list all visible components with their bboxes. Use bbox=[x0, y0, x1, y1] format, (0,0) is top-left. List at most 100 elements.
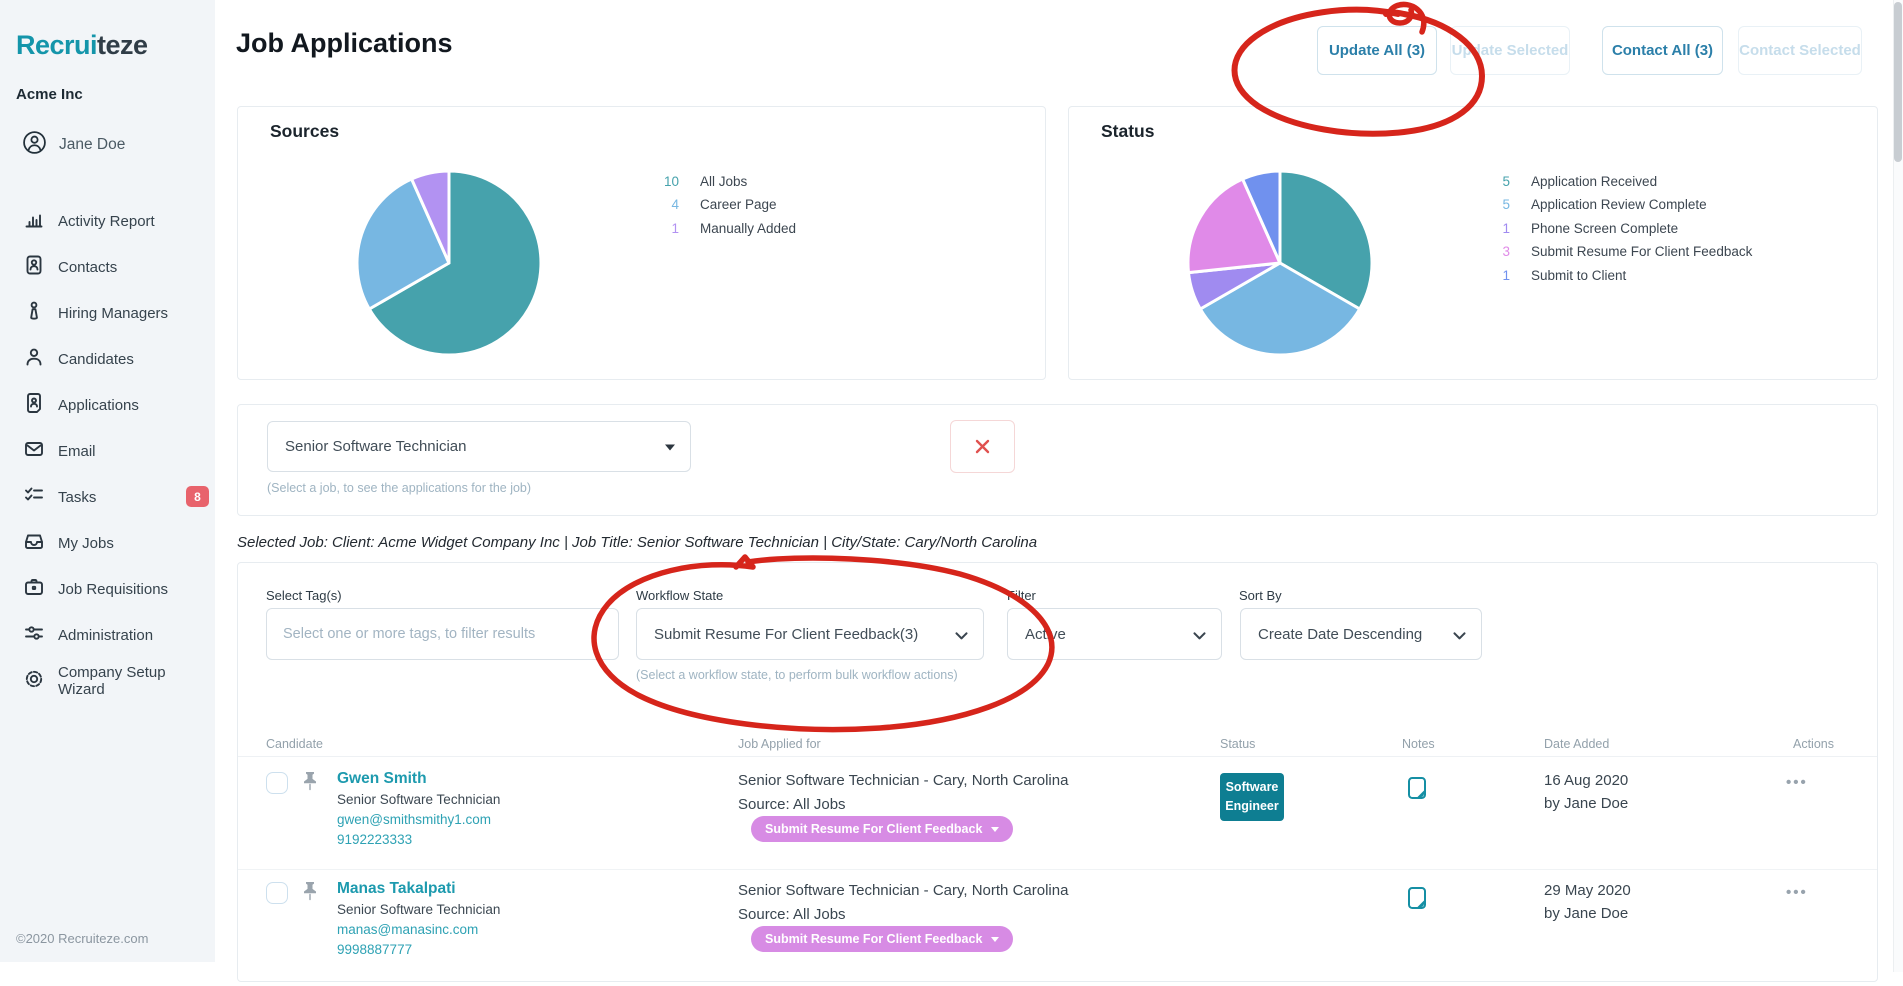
chevron-down-icon bbox=[1193, 627, 1206, 644]
tags-input[interactable]: Select one or more tags, to filter resul… bbox=[266, 608, 619, 660]
job-source: Source: All Jobs bbox=[738, 906, 846, 923]
sidebar-item-my-jobs[interactable]: My Jobs bbox=[0, 520, 215, 566]
sidebar-item-administration[interactable]: Administration bbox=[0, 612, 215, 658]
document-person-icon bbox=[22, 391, 46, 420]
workflow-badge-label: Submit Resume For Client Feedback bbox=[765, 822, 983, 836]
legend-value: 3 bbox=[1502, 244, 1510, 260]
checklist-icon bbox=[22, 483, 46, 512]
sidebar-item-candidates[interactable]: Candidates bbox=[0, 336, 215, 382]
notes-icon[interactable] bbox=[1406, 886, 1428, 915]
sidebar-item-email[interactable]: Email bbox=[0, 428, 215, 474]
date-added-cell: 29 May 2020 by Jane Doe bbox=[1544, 882, 1631, 922]
close-icon bbox=[975, 439, 990, 454]
selected-job-summary: Selected Job: Client: Acme Widget Compan… bbox=[237, 534, 1038, 551]
scrollbar-track[interactable] bbox=[1893, 0, 1903, 972]
person-icon bbox=[22, 345, 46, 374]
sliders-icon bbox=[22, 621, 46, 650]
candidate-name-link[interactable]: Manas Takalpati bbox=[337, 880, 456, 897]
workflow-badge-dropdown[interactable]: Submit Resume For Client Feedback bbox=[751, 816, 1014, 842]
envelope-icon bbox=[22, 437, 46, 466]
table-row: Manas Takalpati Senior Software Technici… bbox=[0, 878, 1903, 986]
user-name: Jane Doe bbox=[59, 136, 126, 153]
legend-label: Application Received bbox=[1531, 174, 1658, 189]
candidate-email[interactable]: gwen@smithsmithy1.com bbox=[337, 812, 491, 827]
sidebar-item-job-requisitions[interactable]: Job Requisitions bbox=[0, 566, 215, 612]
row-actions-menu[interactable]: ••• bbox=[1786, 774, 1808, 791]
row-checkbox[interactable] bbox=[266, 882, 288, 904]
sidebar-item-hiring-managers[interactable]: Hiring Managers bbox=[0, 290, 215, 336]
caret-down-icon bbox=[991, 936, 1000, 942]
date-added: 16 Aug 2020 bbox=[1544, 772, 1629, 789]
workflow-badge-label: Submit Resume For Client Feedback bbox=[765, 932, 983, 946]
tags-label: Select Tag(s) bbox=[266, 588, 342, 603]
candidate-email[interactable]: manas@manasinc.com bbox=[337, 922, 479, 937]
status-legend: 5 Application Received 5 Application Revi… bbox=[1457, 170, 1752, 287]
sidebar-item-company-setup-wizard[interactable]: Company Setup Wizard bbox=[0, 658, 215, 704]
job-selector-panel: Senior Software Technician (Select a job… bbox=[237, 404, 1878, 516]
table-header-divider bbox=[238, 756, 1877, 757]
briefcase-icon bbox=[22, 575, 46, 604]
candidate-name-link[interactable]: Gwen Smith bbox=[337, 770, 427, 787]
update-selected-button: Update Selected bbox=[1450, 26, 1570, 75]
sidebar-item-label: Administration bbox=[58, 626, 154, 644]
clear-job-button[interactable] bbox=[950, 420, 1015, 473]
workflow-state-select[interactable]: Submit Resume For Client Feedback(3) bbox=[636, 608, 984, 660]
candidate-title: Senior Software Technician bbox=[337, 902, 501, 917]
sidebar-item-contacts[interactable]: Contacts bbox=[0, 244, 215, 290]
row-actions-menu[interactable]: ••• bbox=[1786, 884, 1808, 901]
legend-value: 1 bbox=[1502, 267, 1510, 283]
user-profile[interactable]: Jane Doe bbox=[22, 130, 125, 160]
legend-row: 1 Manually Added bbox=[626, 217, 796, 240]
legend-value: 4 bbox=[671, 197, 679, 213]
sidebar-item-applications[interactable]: Applications bbox=[0, 382, 215, 428]
legend-label: All Jobs bbox=[700, 174, 748, 189]
chevron-down-icon bbox=[1453, 627, 1466, 644]
job-cell: Senior Software Technician - Cary, North… bbox=[738, 882, 1068, 923]
legend-label: Manually Added bbox=[700, 220, 797, 236]
date-added-cell: 16 Aug 2020 by Jane Doe bbox=[1544, 772, 1628, 812]
sources-legend: 10 All Jobs 4 Career Page 1 Manually Added bbox=[626, 170, 796, 240]
candidate-phone: 9192223333 bbox=[337, 832, 413, 847]
page-title: Job Applications bbox=[236, 28, 453, 58]
sources-pie-chart bbox=[355, 169, 543, 362]
contact-all--button[interactable]: Contact All (3) bbox=[1602, 26, 1723, 75]
legend-value: 5 bbox=[1502, 174, 1510, 189]
inbox-icon bbox=[22, 529, 46, 558]
table-row: Gwen Smith Senior Software Technician gw… bbox=[0, 768, 1903, 876]
sidebar-item-label: Job Requisitions bbox=[58, 580, 169, 598]
filter-select[interactable]: Active bbox=[1007, 608, 1222, 660]
row-checkbox[interactable] bbox=[266, 772, 288, 794]
copyright-text: ©2020 Recruiteze.com bbox=[16, 931, 149, 946]
filter-label: Filter bbox=[1007, 588, 1036, 603]
sidebar-item-tasks[interactable]: Tasks 8 bbox=[0, 474, 215, 520]
person-tie-icon bbox=[22, 299, 46, 328]
sidebar-menu: Activity Report Contacts Hiring Managers… bbox=[0, 198, 215, 704]
workflow-state-value: Submit Resume For Client Feedback(3) bbox=[654, 625, 919, 643]
scrollbar-thumb[interactable] bbox=[1894, 2, 1902, 162]
sidebar-item-activity-report[interactable]: Activity Report bbox=[0, 198, 215, 244]
sort-by-select[interactable]: Create Date Descending bbox=[1240, 608, 1482, 660]
notes-icon[interactable] bbox=[1406, 776, 1428, 805]
pin-icon[interactable] bbox=[301, 770, 319, 799]
pin-icon[interactable] bbox=[301, 880, 319, 909]
legend-row: 1 Phone Screen Complete bbox=[1457, 217, 1752, 240]
contact-card-icon bbox=[22, 253, 46, 282]
company-name: Acme Inc bbox=[16, 86, 83, 103]
job-applied-for: Senior Software Technician - Cary, North… bbox=[738, 772, 1069, 789]
sidebar-item-label: My Jobs bbox=[58, 534, 114, 552]
workflow-badge-dropdown[interactable]: Submit Resume For Client Feedback bbox=[751, 926, 1014, 952]
update-all--button[interactable]: Update All (3) bbox=[1317, 26, 1437, 75]
legend-label: Phone Screen Complete bbox=[1531, 220, 1679, 236]
column-header-status: Status bbox=[1220, 737, 1256, 751]
sidebar-item-label: Contacts bbox=[58, 258, 118, 276]
legend-row: 5 Application Received bbox=[1457, 170, 1752, 193]
app-logo[interactable]: Recruiteze bbox=[16, 30, 148, 60]
job-select[interactable]: Senior Software Technician bbox=[267, 421, 691, 472]
job-select-hint: (Select a job, to see the applications f… bbox=[267, 481, 532, 495]
caret-down-icon bbox=[665, 443, 675, 450]
status-badge: Software Engineer bbox=[1220, 773, 1284, 821]
legend-label: Submit to Client bbox=[1531, 267, 1627, 283]
job-cell: Senior Software Technician - Cary, North… bbox=[738, 772, 1068, 813]
bar-chart-icon bbox=[22, 207, 46, 236]
job-applied-for: Senior Software Technician - Cary, North… bbox=[738, 882, 1069, 899]
